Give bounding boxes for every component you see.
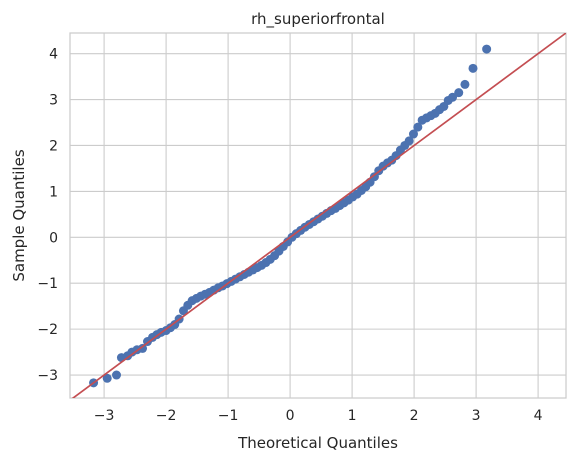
data-point	[413, 122, 423, 132]
x-tick-label: 3	[472, 408, 481, 424]
x-tick-label: −3	[94, 408, 115, 424]
x-axis-label: Theoretical Quantiles	[237, 434, 398, 452]
chart-title: rh_superiorfrontal	[251, 10, 385, 29]
data-point	[404, 136, 414, 146]
x-tick-label: 2	[410, 408, 419, 424]
y-tick-label: −1	[37, 276, 58, 292]
reference-line	[71, 33, 566, 398]
data-point	[112, 370, 121, 380]
data-point	[102, 373, 112, 383]
data-point	[448, 92, 458, 102]
x-tick-label: 4	[534, 408, 543, 424]
y-tick-label: 4	[49, 47, 58, 63]
plot-marks	[71, 33, 566, 398]
y-tick-label: −2	[37, 322, 58, 338]
y-tick-label: 3	[49, 93, 58, 109]
data-point	[408, 129, 418, 139]
x-tick-label: −1	[218, 408, 239, 424]
y-tick-label: 2	[49, 138, 58, 154]
data-point	[138, 343, 148, 353]
data-point	[460, 79, 470, 89]
y-tick-label: −3	[37, 368, 58, 384]
data-point	[454, 88, 464, 98]
data-point	[482, 44, 492, 54]
grid-lines	[70, 33, 566, 398]
x-axis-ticks: −3 −2 −1 0 1 2 3 4	[94, 408, 543, 424]
y-tick-label: 1	[49, 184, 58, 200]
data-point	[468, 63, 478, 73]
x-tick-label: 1	[348, 408, 357, 424]
x-tick-label: 0	[286, 408, 295, 424]
y-axis-ticks: −3 −2 −1 0 1 2 3 4	[37, 47, 58, 384]
x-tick-label: −2	[156, 408, 177, 424]
data-points	[89, 44, 492, 388]
y-tick-label: 0	[49, 230, 58, 246]
y-axis-label: Sample Quantiles	[10, 149, 28, 281]
